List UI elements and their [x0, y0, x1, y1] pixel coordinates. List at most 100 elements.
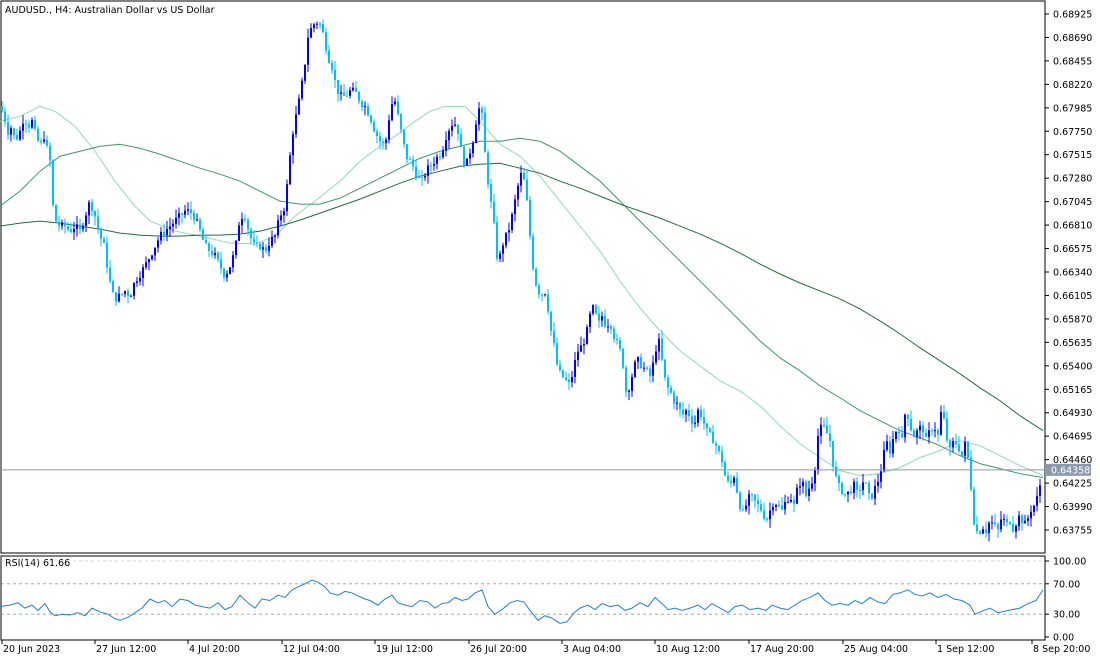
candle-body — [832, 440, 834, 467]
rsi-panel-frame — [0, 555, 1046, 641]
time-tick-label: 17 Aug 20:00 — [750, 644, 814, 655]
price-tick-label: 0.65165 — [1053, 385, 1092, 396]
candle-body — [163, 231, 165, 236]
candle-body — [613, 328, 615, 339]
candle-body — [268, 245, 270, 251]
candle-body — [415, 166, 417, 178]
candle-body — [802, 481, 804, 487]
candle-body — [397, 101, 399, 115]
candle-body — [193, 212, 195, 221]
candle-body — [340, 92, 342, 95]
candle-body — [478, 108, 480, 125]
candle-body — [100, 228, 102, 239]
candle-body — [751, 494, 753, 496]
candle-body — [1018, 515, 1020, 527]
candle-body — [382, 141, 384, 143]
candle-body — [466, 158, 468, 166]
candle-body — [784, 502, 786, 510]
candle-body — [148, 259, 150, 263]
candle-body — [763, 510, 765, 519]
candle-body — [7, 122, 9, 135]
candle-body — [22, 123, 24, 131]
candle-body — [475, 124, 477, 144]
candle-body — [283, 211, 285, 216]
time-tick-label: 19 Jul 12:00 — [376, 644, 433, 655]
candle-body — [1009, 522, 1011, 524]
candle-body — [70, 229, 72, 233]
candle-body — [160, 231, 162, 241]
candle-body — [88, 202, 90, 216]
candle-body — [592, 305, 594, 314]
candle-body — [694, 422, 696, 424]
chart-title: AUDUSD., H4: Australian Dollar vs US Dol… — [5, 5, 215, 16]
price-tick-label: 0.64930 — [1053, 408, 1092, 419]
candle-body — [547, 294, 549, 312]
candle-body — [610, 326, 612, 329]
candle-body — [484, 112, 486, 153]
candle-body — [286, 184, 288, 212]
candle-body — [457, 124, 459, 135]
candle-body — [631, 376, 633, 391]
candle-body — [451, 125, 453, 131]
candle-body — [472, 143, 474, 154]
candle-body — [937, 430, 939, 435]
candle-body — [331, 62, 333, 70]
candle-body — [406, 144, 408, 160]
candle-body — [133, 282, 135, 296]
candle-body — [556, 343, 558, 365]
candle-body — [532, 236, 534, 269]
candle-body — [541, 294, 543, 296]
candle-body — [43, 139, 45, 142]
candle-body — [835, 466, 837, 476]
candle-body — [31, 119, 33, 128]
candle-body — [265, 247, 267, 251]
candle-body — [370, 115, 372, 123]
candle-body — [601, 316, 603, 321]
candle-body — [940, 411, 942, 435]
candle-body — [604, 316, 606, 327]
candle-body — [874, 485, 876, 499]
price-tick-label: 0.68220 — [1053, 80, 1092, 91]
candle-body — [571, 376, 573, 383]
time-tick-label: 8 Sep 20:00 — [1033, 644, 1090, 655]
candle-body — [142, 267, 144, 278]
moving-average-line — [0, 162, 1044, 432]
candle-body — [178, 213, 180, 218]
rsi-tick-label: 70.00 — [1053, 579, 1080, 590]
candle-body — [328, 50, 330, 63]
candle-body — [931, 430, 933, 432]
candle-body — [913, 430, 915, 438]
candle-body — [25, 123, 27, 125]
time-axis: 20 Jun 2023 27 Jun 12:00 4 Jul 20:00 12 Jul… — [1, 640, 1090, 655]
candle-body — [262, 247, 264, 250]
rsi-tick-label: 100.00 — [1053, 557, 1086, 568]
candle-body — [238, 225, 240, 241]
candle-body — [460, 134, 462, 148]
candle-body — [508, 230, 510, 233]
candle-body — [76, 224, 78, 229]
candle-body — [559, 364, 561, 371]
current-price-label: 0.64358 — [1051, 465, 1090, 476]
candle-body — [256, 242, 258, 244]
price-tick-label: 0.65635 — [1053, 338, 1092, 349]
candle-body — [412, 159, 414, 167]
candle-body — [871, 493, 873, 499]
time-tick-label: 20 Jun 2023 — [3, 644, 60, 655]
candle-body — [730, 480, 732, 483]
candle-body — [892, 439, 894, 454]
candle-body — [889, 441, 891, 454]
candle-body — [310, 28, 312, 38]
candle-body — [847, 491, 849, 495]
candle-body — [961, 451, 963, 456]
candle-body — [73, 228, 75, 233]
price-tick-label: 0.64695 — [1053, 432, 1092, 443]
moving-average-line — [0, 137, 1044, 479]
candle-body — [958, 444, 960, 452]
candle-body — [856, 481, 858, 490]
candle-body — [94, 211, 96, 217]
candle-body — [1000, 519, 1002, 530]
candle-body — [334, 69, 336, 81]
candle-body — [313, 24, 315, 29]
time-tick-label: 4 Jul 20:00 — [189, 644, 240, 655]
